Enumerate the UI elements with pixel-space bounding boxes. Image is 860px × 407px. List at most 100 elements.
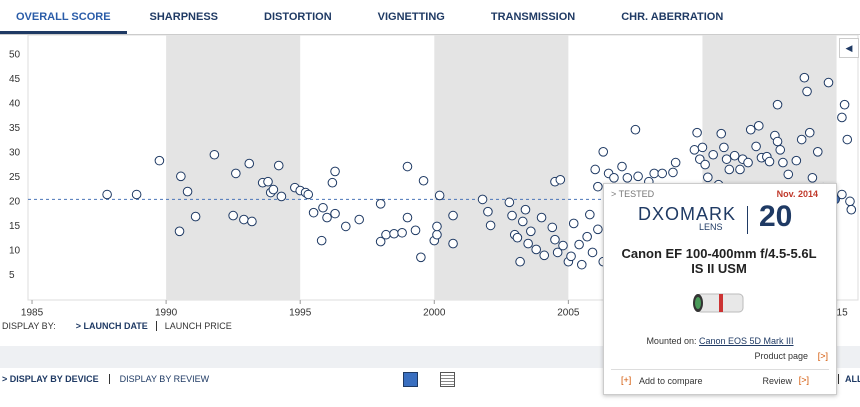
option[interactable]: LAUNCH PRICE xyxy=(155,321,232,331)
option[interactable]: DISPLAY BY REVIEW xyxy=(108,374,209,384)
data-point xyxy=(416,252,426,263)
data-point xyxy=(842,134,853,145)
data-point xyxy=(721,154,732,164)
data-point xyxy=(837,112,847,123)
data-point xyxy=(477,194,488,205)
brand-sub: LENS xyxy=(699,222,723,232)
data-point xyxy=(823,77,834,88)
data-point xyxy=(558,240,568,251)
all-link[interactable]: ALL xyxy=(838,374,860,384)
data-point xyxy=(837,189,847,200)
data-point xyxy=(531,244,541,255)
data-point xyxy=(555,174,566,185)
mounted-label: Mounted on: xyxy=(646,336,697,346)
data-point xyxy=(697,142,708,153)
data-point xyxy=(273,160,284,171)
data-point xyxy=(389,228,399,239)
data-point xyxy=(239,214,249,225)
x-tick-label: 1995 xyxy=(289,308,312,319)
data-point xyxy=(303,189,314,200)
data-point xyxy=(448,210,458,221)
y-tick-label: 20 xyxy=(9,196,21,207)
data-point xyxy=(708,149,718,160)
data-point xyxy=(263,176,273,187)
data-point xyxy=(539,250,550,261)
tab[interactable]: OVERALL SCORE xyxy=(0,0,127,34)
data-point xyxy=(568,218,579,229)
tab[interactable]: CHR. ABERRATION xyxy=(621,11,724,23)
y-tick-label: 15 xyxy=(9,221,21,232)
data-point xyxy=(799,72,810,83)
data-point xyxy=(703,172,713,183)
data-point xyxy=(633,171,643,182)
y-tick-label: 40 xyxy=(9,98,21,109)
product-icon[interactable]: [>] xyxy=(817,351,828,361)
tab[interactable]: DISTORTION xyxy=(264,11,332,23)
data-point xyxy=(154,155,165,166)
footer: > DISPLAY BY DEVICE DISPLAY BY REVIEW xyxy=(2,374,209,384)
data-point xyxy=(308,207,319,218)
data-point xyxy=(448,238,458,249)
data-point xyxy=(753,120,764,131)
tab[interactable]: VIGNETTING xyxy=(377,11,445,23)
data-point xyxy=(802,86,812,97)
lens-name: Canon EF 100-400mm f/4.5-5.6L IS II USM xyxy=(621,246,817,276)
collapse-button[interactable]: ◀ xyxy=(839,38,859,58)
data-point xyxy=(772,99,783,110)
data-point xyxy=(523,238,533,249)
mounted: Mounted on: Canon EOS 5D Mark III xyxy=(604,336,836,346)
compare-icon[interactable]: [+] xyxy=(621,375,632,385)
data-point xyxy=(807,173,818,183)
y-tick-label: 25 xyxy=(9,172,21,183)
data-point xyxy=(131,189,142,200)
data-point xyxy=(582,231,592,242)
data-point xyxy=(512,232,523,243)
list-view-icon[interactable] xyxy=(440,372,455,387)
x-tick-label: 2005 xyxy=(557,308,580,319)
y-tick-label: 30 xyxy=(9,147,21,158)
data-point xyxy=(719,142,729,153)
data-point xyxy=(375,199,386,209)
band xyxy=(434,35,569,300)
review[interactable]: Review xyxy=(762,376,792,386)
y-tick-label: 5 xyxy=(9,270,15,281)
data-point xyxy=(432,221,442,232)
date: Nov. 2014 xyxy=(776,189,818,199)
data-point xyxy=(340,221,351,232)
data-point xyxy=(375,236,386,247)
data-point xyxy=(330,166,340,177)
data-point xyxy=(743,157,753,168)
data-point xyxy=(381,229,391,240)
data-point xyxy=(547,222,558,233)
data-point xyxy=(657,168,668,179)
data-point xyxy=(322,212,332,223)
option[interactable]: > LAUNCH DATE xyxy=(75,321,148,331)
data-point xyxy=(700,159,710,170)
data-point xyxy=(845,196,855,207)
tab[interactable]: TRANSMISSION xyxy=(490,11,576,23)
data-point xyxy=(552,247,563,258)
data-point xyxy=(846,204,857,215)
grid-view-icon[interactable] xyxy=(403,372,418,387)
review-icon[interactable]: [>] xyxy=(798,375,809,385)
data-point xyxy=(318,202,328,213)
product-page[interactable]: Product page xyxy=(754,351,808,361)
data-point xyxy=(517,216,528,227)
data-point xyxy=(434,190,445,201)
data-point xyxy=(772,136,783,147)
x-tick-label: 2000 xyxy=(423,308,446,319)
data-point xyxy=(716,128,727,139)
data-point xyxy=(593,224,603,235)
data-point xyxy=(432,229,442,240)
data-point xyxy=(228,210,238,221)
mounted-link[interactable]: Canon EOS 5D Mark III xyxy=(699,336,794,346)
tab[interactable]: SHARPNESS xyxy=(149,11,218,23)
data-point xyxy=(751,141,761,152)
tab-bar: OVERALL SCORE SHARPNESS DISTORTION VIGNETTI… xyxy=(0,0,860,35)
data-point xyxy=(689,145,700,155)
data-point xyxy=(526,226,536,237)
option[interactable]: > DISPLAY BY DEVICE xyxy=(2,374,99,384)
compare[interactable]: Add to compare xyxy=(639,376,703,386)
data-point xyxy=(783,169,794,180)
